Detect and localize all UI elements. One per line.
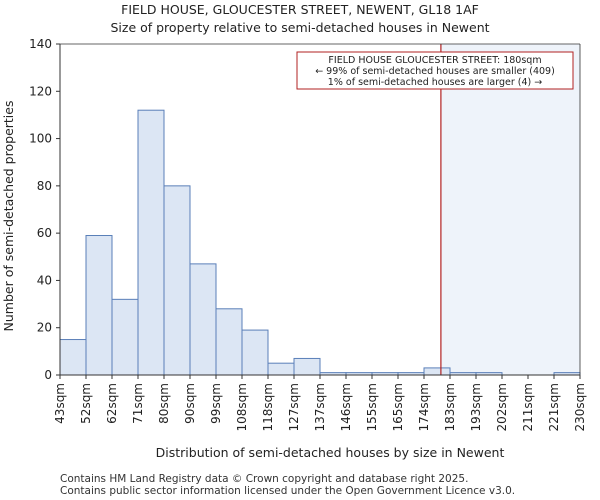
x-tick-label: 230sqm — [573, 383, 587, 431]
x-tick-label: 62sqm — [105, 383, 119, 424]
x-tick-label: 221sqm — [547, 383, 561, 431]
chart-subtitle: Size of property relative to semi-detach… — [110, 20, 489, 35]
annotation-larger: 1% of semi-detached houses are larger (4… — [328, 77, 542, 88]
annotation-smaller: ← 99% of semi-detached houses are smalle… — [315, 66, 555, 77]
bar — [241, 329, 269, 376]
x-tick-label: 146sqm — [339, 383, 353, 431]
annotation-box: FIELD HOUSE GLOUCESTER STREET: 180sqm ← … — [296, 51, 574, 90]
x-tick-label: 211sqm — [521, 383, 535, 431]
x-tick-label: 52sqm — [79, 383, 93, 424]
bar — [215, 308, 243, 376]
chart-title: FIELD HOUSE, GLOUCESTER STREET, NEWENT, … — [121, 2, 479, 17]
x-ticks: 43sqm 52sqm 62sqm 71sqm 80sqm 90sqm 99sqm 108sq… — [53, 375, 587, 431]
x-tick-label: 71sqm — [131, 383, 145, 424]
bar — [163, 185, 191, 376]
x-tick-label: 155sqm — [365, 383, 379, 431]
y-tick-label: 20 — [37, 321, 52, 335]
x-tick-label: 137sqm — [313, 383, 327, 431]
x-tick-label: 174sqm — [417, 383, 431, 431]
bar — [59, 339, 87, 376]
bar — [293, 357, 321, 376]
y-tick-label: 120 — [29, 84, 52, 98]
footer-line-1: Contains HM Land Registry data © Crown c… — [60, 473, 468, 485]
bar — [137, 109, 165, 376]
bars — [59, 109, 581, 376]
bar — [189, 263, 217, 376]
y-tick-label: 80 — [37, 179, 52, 193]
footer-line-2: Contains public sector information licen… — [60, 485, 515, 497]
x-tick-label: 193sqm — [469, 383, 483, 431]
x-tick-label: 165sqm — [391, 383, 405, 431]
y-tick-label: 40 — [37, 273, 52, 287]
x-axis-label: Distribution of semi-detached houses by … — [156, 445, 505, 460]
x-tick-label: 108sqm — [235, 383, 249, 431]
highlight-area — [440, 44, 580, 375]
y-tick-label: 140 — [29, 37, 52, 51]
y-tick-label: 60 — [37, 226, 52, 240]
bar — [423, 367, 451, 376]
x-tick-label: 43sqm — [53, 383, 67, 424]
highlight-region — [440, 44, 580, 375]
annotation-title: FIELD HOUSE GLOUCESTER STREET: 180sqm — [328, 55, 541, 66]
x-tick-label: 90sqm — [183, 383, 197, 424]
x-tick-label: 183sqm — [443, 383, 457, 431]
bar — [111, 298, 139, 376]
y-tick-label: 100 — [29, 132, 52, 146]
x-tick-label: 80sqm — [157, 383, 171, 424]
axes — [59, 43, 581, 376]
y-tick-label: 0 — [44, 368, 52, 382]
y-ticks: 0 20 40 60 80 100 120 140 — [29, 37, 60, 382]
annotation-frame — [296, 51, 574, 90]
x-tick-label: 127sqm — [287, 383, 301, 431]
x-tick-label: 99sqm — [209, 383, 223, 424]
bar — [267, 362, 295, 376]
bar — [85, 235, 113, 376]
x-tick-label: 202sqm — [495, 383, 509, 431]
x-tick-label: 118sqm — [261, 383, 275, 431]
y-axis-label: Number of semi-detached properties — [1, 101, 16, 332]
